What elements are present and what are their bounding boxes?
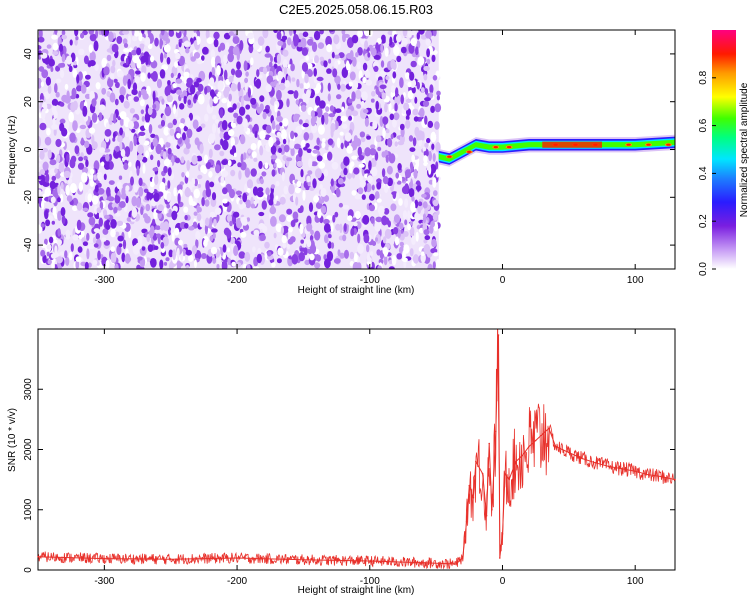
colorbar-tick-label: 0.8	[698, 70, 709, 84]
snr-point	[103, 557, 106, 560]
snr-point	[481, 472, 484, 475]
snr-point	[548, 427, 550, 430]
snr-point	[660, 475, 663, 478]
x-tick-label: -100	[360, 275, 380, 286]
y-tick-label: 0	[23, 567, 34, 573]
snr-point	[468, 484, 471, 487]
spectrogram-y-label: Frequency (Hz)	[7, 116, 18, 185]
y-tick-label: 20	[23, 96, 34, 108]
x-tick-label: -200	[227, 576, 247, 587]
colorbar-label: Normalized spectral amplitude	[739, 82, 750, 217]
y-tick-label: 2000	[23, 438, 34, 461]
colorbar: 0.0 0.2 0.4 0.6 0.8 Normalized spectral ampl…	[698, 30, 750, 276]
y-tick-label: 3000	[23, 378, 34, 401]
snr-point	[581, 457, 583, 460]
spectrogram-y-axis: -40 -20 0 20 40	[23, 48, 675, 252]
y-tick-label: 0	[23, 146, 34, 152]
snr-noise-trace	[38, 329, 675, 570]
y-tick-label: 1000	[23, 498, 34, 521]
snr-data-points	[37, 334, 676, 565]
snr-point	[521, 454, 524, 457]
snr-point	[607, 465, 610, 468]
snr-point	[594, 462, 597, 464]
snr-point	[461, 557, 464, 559]
snr-point	[472, 496, 475, 499]
snr-point	[455, 563, 457, 565]
snr-x-label: Height of straight line (km)	[298, 585, 415, 596]
snr-point	[508, 478, 510, 481]
colorbar-tick-label: 0.2	[698, 214, 709, 228]
colorbar-gradient	[712, 30, 736, 269]
x-tick-label: -200	[227, 275, 247, 286]
snr-point	[501, 533, 504, 535]
x-tick-label: 100	[627, 576, 644, 587]
colorbar-tick-label: 0.4	[698, 166, 709, 180]
x-tick-label: 0	[500, 275, 506, 286]
x-tick-label: -100	[360, 576, 380, 587]
snr-point	[475, 460, 477, 463]
spectrogram-noise-field	[38, 30, 442, 269]
snr-point	[528, 445, 530, 448]
x-tick-label: -300	[94, 576, 114, 587]
snr-point	[488, 442, 491, 445]
colorbar-ticks: 0.0 0.2 0.4 0.6 0.8	[698, 70, 716, 276]
snr-point	[465, 521, 468, 523]
spectrogram-signal-band	[438, 134, 675, 167]
snr-point	[647, 474, 650, 476]
snr-point	[369, 560, 371, 562]
x-tick-label: -300	[94, 275, 114, 286]
y-tick-label: 40	[23, 48, 34, 60]
snr-point	[236, 557, 238, 559]
snr-point	[515, 460, 517, 463]
y-tick-label: -20	[23, 190, 34, 205]
snr-frame	[37, 328, 676, 571]
snr-point	[621, 468, 623, 470]
snr-y-label: SNR (10 * v/v)	[7, 408, 18, 472]
snr-point	[37, 555, 39, 558]
snr-y-axis: 0 1000 2000 3000	[23, 378, 675, 573]
snr-point	[568, 451, 570, 454]
x-tick-label: 0	[500, 576, 506, 587]
snr-point	[634, 470, 636, 473]
x-tick-label: 100	[627, 275, 644, 286]
colorbar-tick-label: 0.6	[698, 118, 709, 132]
figure-title: C2E5.2025.058.06.15.R03	[279, 2, 433, 17]
snr-point	[554, 445, 557, 448]
snr-point	[497, 334, 500, 336]
snr-point	[534, 439, 537, 442]
snr-point	[485, 515, 488, 517]
spectrogram-x-label: Height of straight line (km)	[298, 285, 415, 296]
snr-point	[302, 559, 305, 561]
snr-point	[495, 430, 497, 433]
spectrogram-x-axis: -300 -200 -100 0 100	[94, 30, 644, 286]
y-tick-label: -40	[23, 237, 34, 252]
snr-point	[504, 472, 506, 475]
snr-point	[499, 557, 501, 559]
snr-point	[422, 562, 424, 564]
snr-point	[674, 478, 676, 481]
snr-plot: -300 -200 -100 0 100 0 1000 2000 3000 Height of…	[7, 328, 676, 596]
snr-point	[169, 558, 172, 560]
snr-point	[541, 433, 544, 436]
snr-point	[491, 509, 493, 511]
snr-series-line	[38, 334, 675, 565]
colorbar-tick-label: 0.0	[698, 262, 709, 276]
snr-x-axis: -300 -200 -100 0 100	[94, 329, 644, 587]
